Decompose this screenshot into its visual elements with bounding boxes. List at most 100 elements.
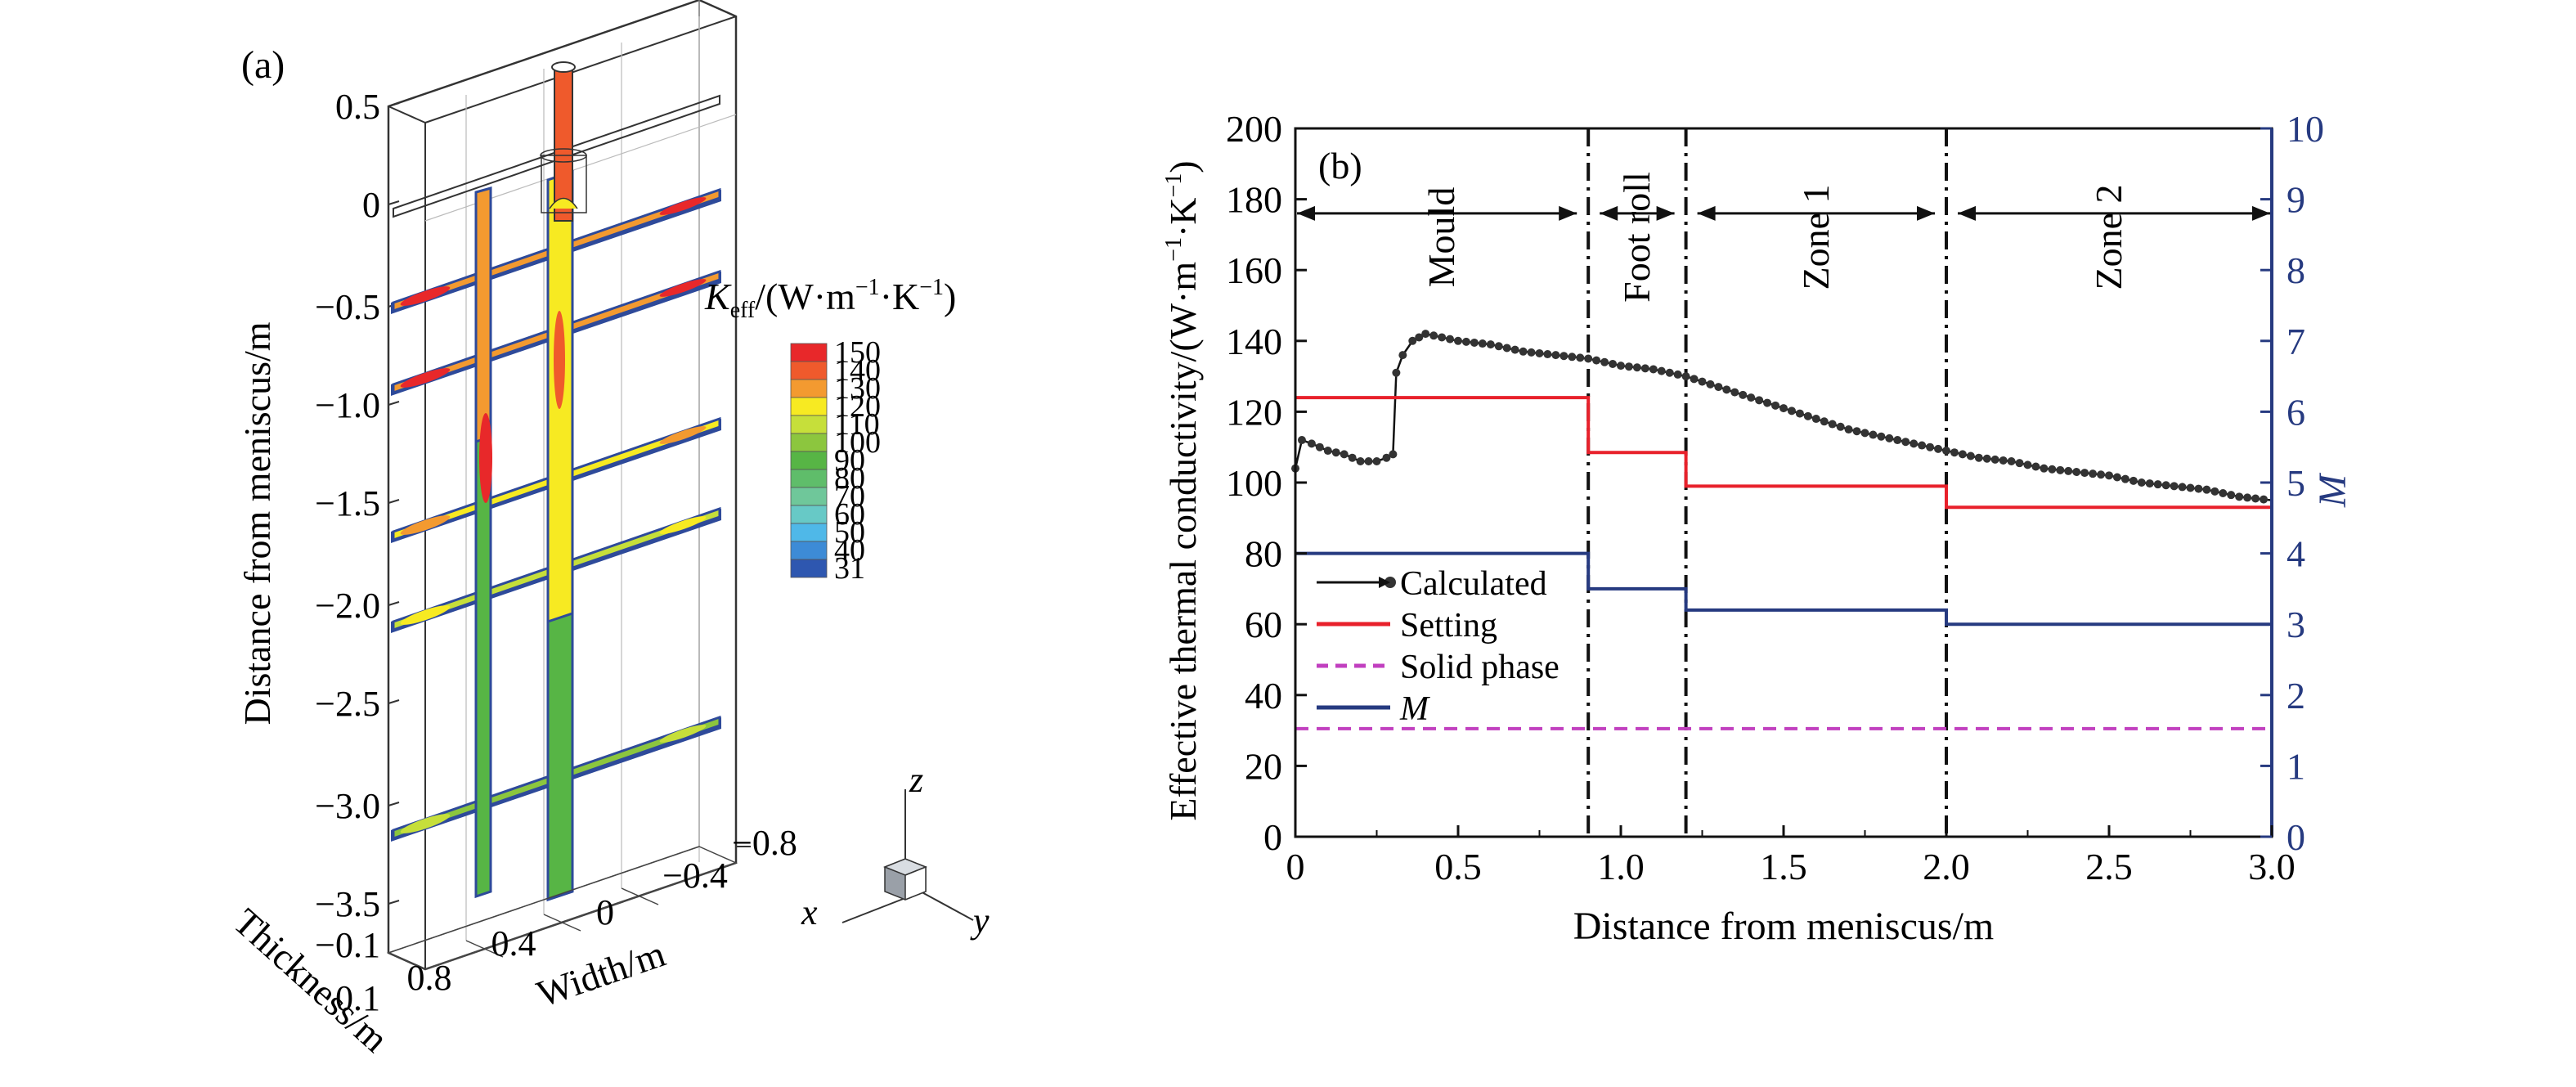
slice-hot-region bbox=[659, 197, 707, 215]
calculated-point bbox=[2243, 493, 2252, 502]
calculated-point bbox=[2064, 466, 2073, 475]
slice-hot-region bbox=[400, 605, 451, 625]
zone-label: Foot roll bbox=[1616, 172, 1658, 303]
z-tick bbox=[388, 499, 400, 504]
z-tick-label: −1.5 bbox=[315, 483, 380, 523]
width-tick-label: 0 bbox=[596, 892, 614, 932]
calculated-point bbox=[2235, 492, 2244, 501]
chart-legend: Calculated Setting Solid phase M bbox=[1317, 565, 1560, 728]
x-tick-label: 1.0 bbox=[1597, 846, 1645, 887]
zone-label: Mould bbox=[1420, 187, 1462, 288]
calculated-point bbox=[2048, 465, 2057, 474]
calculated-point bbox=[2219, 488, 2228, 497]
zone-arrow-head bbox=[1917, 205, 1935, 221]
calculated-point bbox=[1950, 448, 1959, 457]
slice-hot-region bbox=[659, 279, 707, 297]
slice-hot-region bbox=[659, 426, 707, 444]
calculated-point bbox=[1454, 336, 1462, 345]
calculated-point bbox=[1966, 451, 1975, 460]
calculated-point bbox=[1551, 351, 1560, 360]
y2-tick-label: 0 bbox=[2287, 816, 2305, 858]
legend-level-label: 40 bbox=[834, 533, 865, 568]
thickness-tick-label: −0.1 bbox=[315, 925, 380, 965]
calculated-point bbox=[1297, 436, 1306, 445]
legend-marker bbox=[1379, 577, 1390, 588]
nozzle bbox=[540, 61, 587, 222]
legend-level-label: 31 bbox=[834, 551, 865, 586]
calculated-point bbox=[1446, 335, 1455, 344]
legend-swatch bbox=[790, 451, 828, 470]
calculated-point bbox=[1600, 357, 1609, 366]
calculated-point bbox=[1470, 338, 1479, 347]
y-tick-label: 200 bbox=[1226, 108, 1282, 150]
y-tick-label: 20 bbox=[1245, 745, 1282, 787]
thickness-axis-ticks: −0.1 0.1 bbox=[315, 925, 380, 1018]
axis-triad: z x y bbox=[801, 760, 990, 941]
y2-tick-label: 10 bbox=[2287, 108, 2324, 150]
legend-level-label: 140 bbox=[834, 353, 881, 388]
chart-series bbox=[1291, 330, 2273, 730]
calculated-point bbox=[1974, 453, 1983, 462]
calculated-point bbox=[2040, 464, 2049, 473]
calculated-point bbox=[1535, 348, 1544, 357]
calculated-point bbox=[1576, 353, 1585, 362]
calculated-point bbox=[1348, 453, 1357, 462]
calculated-point bbox=[2120, 474, 2129, 483]
legend-swatch bbox=[790, 505, 828, 524]
z-tick bbox=[388, 802, 400, 806]
x-tick-label: 2.5 bbox=[2085, 846, 2133, 887]
legend-swatch bbox=[790, 433, 828, 452]
z-tick-label: −3.5 bbox=[315, 884, 380, 924]
zone-annotations: Mould Foot roll Zone 1 Zone 2 bbox=[1297, 172, 2270, 303]
calculated-point bbox=[1429, 331, 1438, 340]
calculated-point bbox=[1543, 350, 1552, 359]
floor bbox=[386, 846, 738, 970]
z-tick-label: −2.5 bbox=[315, 684, 380, 724]
calculated-point bbox=[1510, 345, 1519, 354]
y-axis-title: Effective thermal conductivity/(W·m−1·K−… bbox=[1161, 160, 1204, 820]
z-tick bbox=[388, 699, 400, 704]
calculated-point bbox=[2129, 476, 2138, 485]
calculated-point bbox=[1657, 366, 1666, 375]
legend-level-label: 120 bbox=[834, 389, 881, 424]
calculated-point bbox=[1828, 420, 1837, 429]
calculated-point bbox=[1852, 427, 1861, 436]
calculated-point bbox=[1730, 388, 1739, 397]
z-tick-label: −3.0 bbox=[315, 786, 380, 826]
calculated-point bbox=[1398, 351, 1407, 360]
calculated-point bbox=[1461, 337, 1470, 346]
slice-hot-region bbox=[659, 516, 707, 534]
calculated-point bbox=[1836, 422, 1845, 431]
calculated-point bbox=[1999, 456, 2008, 465]
y-tick-label: 140 bbox=[1226, 321, 1282, 362]
y2-tick-label: 7 bbox=[2287, 321, 2305, 362]
legend-swatch bbox=[790, 559, 828, 578]
x-axis-title: Distance from meniscus/m bbox=[1573, 905, 1995, 948]
y-tick-label: 180 bbox=[1226, 179, 1282, 221]
calculated-point bbox=[2056, 465, 2065, 474]
y-tick-label: 40 bbox=[1245, 675, 1282, 716]
panel-a-3d-contour: (a) 0.5 0 −0.5 −1.0 −1.5 −2.0 −2.5 −3.0 −3.5 Dis… bbox=[226, 0, 990, 1060]
calculated-point bbox=[2260, 495, 2269, 504]
legend-title: Keff/(W·m−1·K−1) bbox=[704, 275, 956, 323]
calculated-point bbox=[1820, 417, 1829, 426]
legend-level-label: 130 bbox=[834, 371, 881, 406]
y2-tick-label: 9 bbox=[2287, 179, 2305, 221]
calculated-point bbox=[2186, 483, 2195, 492]
y-tick-label: 60 bbox=[1245, 604, 1282, 645]
legend-level-label: 150 bbox=[834, 335, 881, 370]
calculated-point bbox=[2112, 473, 2121, 482]
calculated-point bbox=[1698, 377, 1707, 386]
z-tick-label: 0.5 bbox=[335, 87, 380, 127]
legend-level-label: 90 bbox=[834, 443, 865, 478]
calculated-point bbox=[1632, 363, 1641, 372]
x-tick-label: 1.5 bbox=[1760, 846, 1807, 887]
vertical-planes bbox=[474, 169, 574, 902]
legend-label: Setting bbox=[1400, 607, 1497, 645]
panel-b-label: (b) bbox=[1318, 145, 1362, 186]
calculated-point bbox=[1722, 385, 1731, 394]
calculated-point bbox=[1910, 439, 1919, 448]
calculated-point bbox=[1771, 401, 1780, 410]
y2-tick-label: 6 bbox=[2287, 391, 2305, 433]
